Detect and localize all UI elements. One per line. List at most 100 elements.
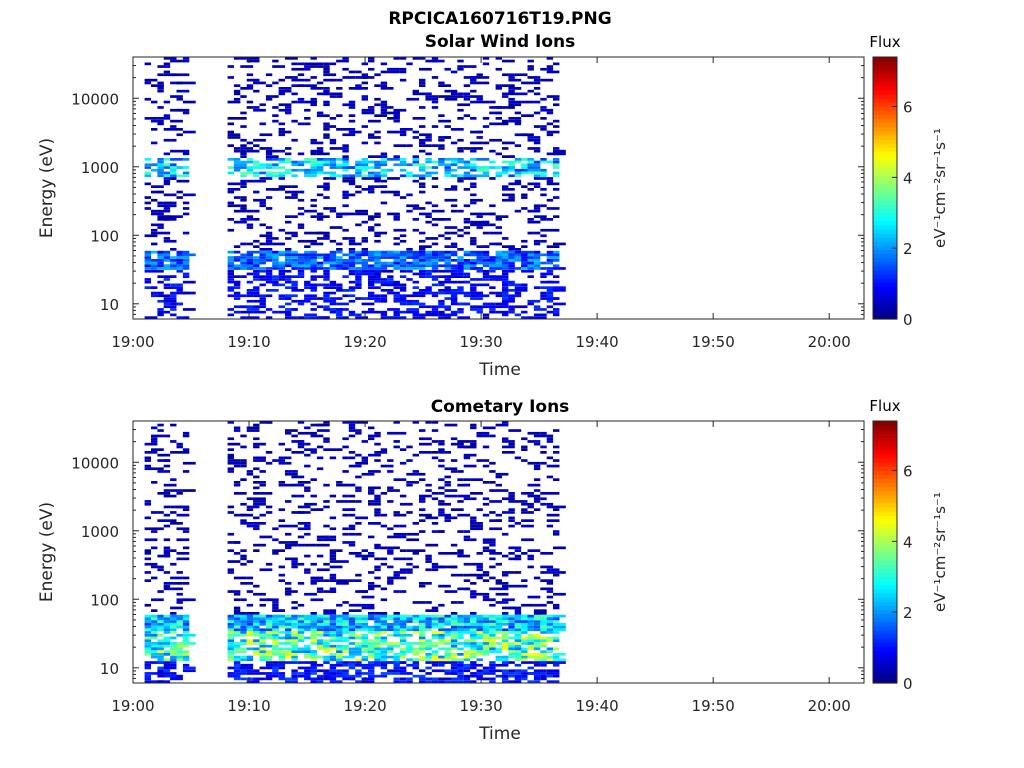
heatmap-cell — [176, 451, 190, 454]
heatmap-cell — [489, 644, 496, 648]
heatmap-cell — [253, 631, 260, 634]
heatmap-cell — [425, 489, 432, 492]
heatmap-cell — [482, 541, 496, 544]
heatmap-cell — [163, 182, 171, 186]
heatmap-cell — [323, 73, 337, 77]
heatmap-cell — [304, 426, 311, 430]
heatmap-cell — [399, 163, 407, 167]
heatmap-cell — [406, 483, 413, 487]
heatmap-cell — [431, 620, 439, 623]
heatmap-cell — [144, 459, 151, 462]
heatmap-cell — [470, 253, 477, 257]
heatmap-cell — [272, 242, 285, 246]
heatmap-cell — [240, 149, 247, 153]
heatmap-cell — [163, 459, 171, 462]
heatmap-cell — [342, 149, 349, 153]
heatmap-cell — [380, 658, 388, 662]
heatmap-cell — [316, 543, 330, 547]
heatmap-cell — [457, 248, 464, 251]
heatmap-cell — [374, 297, 381, 300]
heatmap-cell — [533, 478, 541, 481]
heatmap-cell — [502, 291, 509, 295]
heatmap-cell — [323, 188, 330, 191]
heatmap-cell — [246, 253, 254, 257]
heatmap-cell — [361, 267, 368, 270]
heatmap-cell — [285, 286, 292, 289]
heatmap-cell — [310, 617, 317, 621]
heatmap-cell — [444, 552, 458, 555]
heatmap-cell — [508, 117, 515, 120]
heatmap-cell — [450, 245, 458, 248]
heatmap-cell — [285, 650, 292, 653]
heatmap-cell — [259, 513, 266, 517]
heatmap-cell — [438, 95, 451, 98]
heatmap-cell — [355, 168, 362, 172]
heatmap-cell — [482, 426, 496, 430]
heatmap-cell — [380, 280, 394, 284]
heatmap-cell — [380, 448, 388, 451]
heatmap-cell — [431, 264, 439, 268]
colorbar-swatch — [873, 580, 897, 586]
heatmap-cell — [182, 576, 190, 580]
heatmap-cell — [285, 655, 292, 659]
heatmap-cell — [393, 546, 400, 550]
heatmap-cell — [553, 147, 560, 150]
heatmap-cell — [323, 196, 330, 199]
heatmap-cell — [342, 259, 349, 262]
heatmap-cell — [163, 587, 171, 591]
heatmap-cell — [368, 617, 375, 621]
heatmap-cell — [253, 267, 266, 270]
heatmap-cell — [278, 461, 292, 465]
heatmap-cell — [431, 669, 445, 673]
heatmap-cell — [163, 128, 177, 131]
heatmap-cell — [163, 680, 171, 683]
heatmap-cell — [374, 212, 381, 216]
heatmap-cell — [450, 459, 458, 462]
heatmap-cell — [323, 628, 337, 632]
heatmap-cell — [521, 661, 534, 664]
heatmap-cell — [348, 264, 356, 268]
heatmap-cell — [514, 663, 522, 667]
heatmap-cell — [361, 297, 368, 300]
heatmap-cell — [508, 617, 515, 621]
heatmap-cell — [438, 250, 445, 254]
heatmap-cell — [495, 67, 502, 71]
heatmap-cell — [170, 125, 177, 128]
heatmap-cell — [406, 642, 413, 645]
heatmap-cell — [482, 639, 490, 642]
heatmap-cell — [419, 261, 426, 265]
heatmap-cell — [355, 628, 368, 632]
heatmap-cell — [163, 669, 171, 673]
heatmap-cell — [533, 242, 541, 246]
heatmap-cell — [527, 275, 534, 278]
heatmap-cell — [176, 256, 183, 259]
heatmap-cell — [374, 239, 381, 243]
heatmap-cell — [399, 57, 407, 60]
heatmap-cell — [502, 571, 515, 574]
heatmap-cell — [304, 486, 311, 490]
heatmap-cell — [336, 647, 343, 651]
heatmap-cell — [476, 431, 490, 435]
heatmap-cell — [355, 174, 362, 178]
heatmap-cell — [176, 133, 183, 137]
heatmap-cell — [450, 158, 458, 161]
heatmap-cell — [278, 579, 285, 582]
heatmap-cell — [272, 283, 279, 287]
heatmap-cell — [170, 628, 177, 632]
heatmap-cell — [489, 481, 496, 484]
heatmap-cell — [419, 644, 426, 648]
heatmap-cell — [450, 141, 458, 145]
heatmap-cell — [502, 598, 515, 602]
heatmap-cell — [176, 601, 183, 604]
heatmap-cell — [297, 582, 305, 585]
heatmap-cell — [246, 57, 260, 60]
colorbar-tick-label: 4 — [903, 169, 913, 187]
heatmap-cell — [502, 275, 509, 278]
heatmap-cell — [527, 188, 534, 191]
heatmap-cell — [323, 185, 330, 188]
heatmap-cell — [316, 663, 324, 667]
heatmap-cell — [450, 644, 458, 648]
heatmap-cell — [259, 302, 266, 306]
heatmap-cell — [291, 215, 298, 218]
heatmap-cell — [374, 272, 381, 276]
